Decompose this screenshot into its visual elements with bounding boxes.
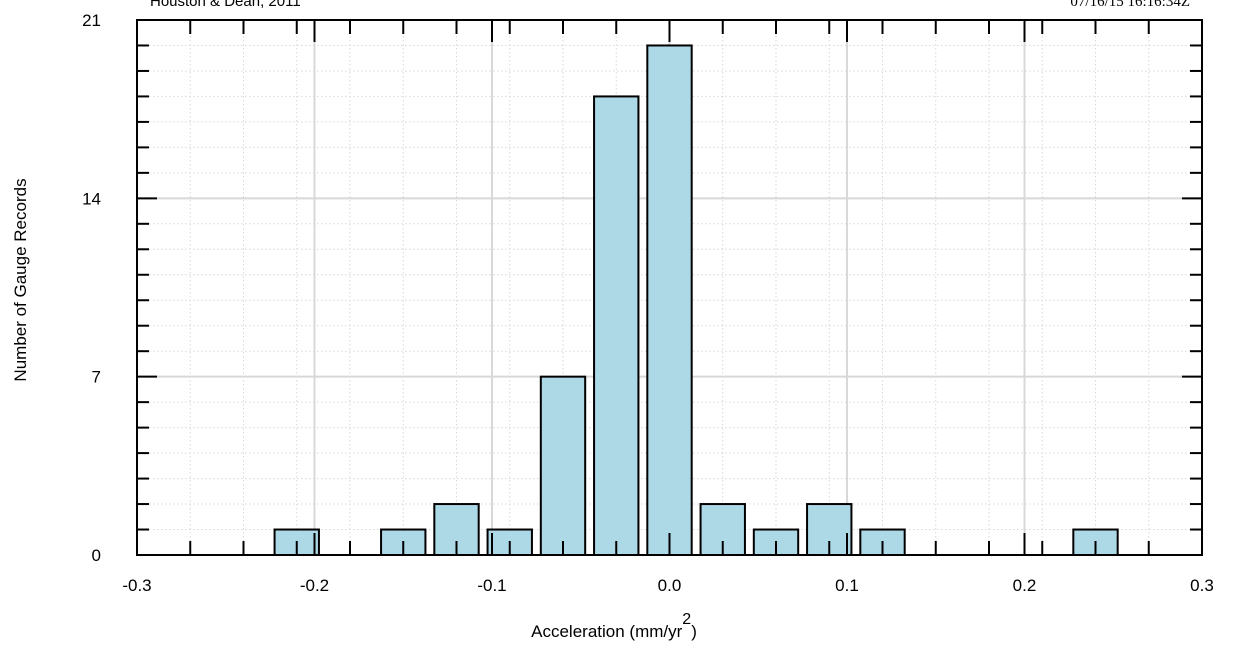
x-tick-label: 0.3 [1190, 576, 1214, 595]
x-axis-title-main: Acceleration (mm/yr [531, 622, 682, 641]
source-label: Houston & Dean, 2011 [150, 0, 301, 10]
timestamp-label: 07/16/15 16:16:34Z [1070, 0, 1190, 10]
x-axis-title-close: ) [691, 622, 697, 641]
x-tick-label: -0.2 [300, 576, 329, 595]
x-axis-title-superscript: 2 [682, 611, 691, 628]
y-tick-labels: 0 7 14 21 [82, 11, 101, 565]
y-axis-title: Number of Gauge Records [11, 178, 30, 381]
histogram-bar [646, 44, 693, 556]
x-tick-label: 0.1 [835, 576, 859, 595]
x-tick-labels: -0.3 -0.2 -0.1 0.0 0.1 0.2 0.3 [122, 576, 1213, 595]
x-tick-label: -0.1 [477, 576, 506, 595]
y-tick-label: 7 [92, 368, 101, 387]
x-tick-label: 0.2 [1013, 576, 1037, 595]
axis-ticks [136, 19, 1203, 556]
y-tick-label: 14 [82, 189, 101, 208]
y-tick-label: 0 [92, 546, 101, 565]
x-axis-title: Acceleration (mm/yr2) [531, 611, 697, 641]
x-tick-label: 0.0 [658, 576, 682, 595]
histogram-bar [593, 95, 640, 557]
histogram-bar [539, 375, 587, 556]
x-tick-label: -0.3 [122, 576, 151, 595]
y-tick-label: 21 [82, 11, 101, 30]
